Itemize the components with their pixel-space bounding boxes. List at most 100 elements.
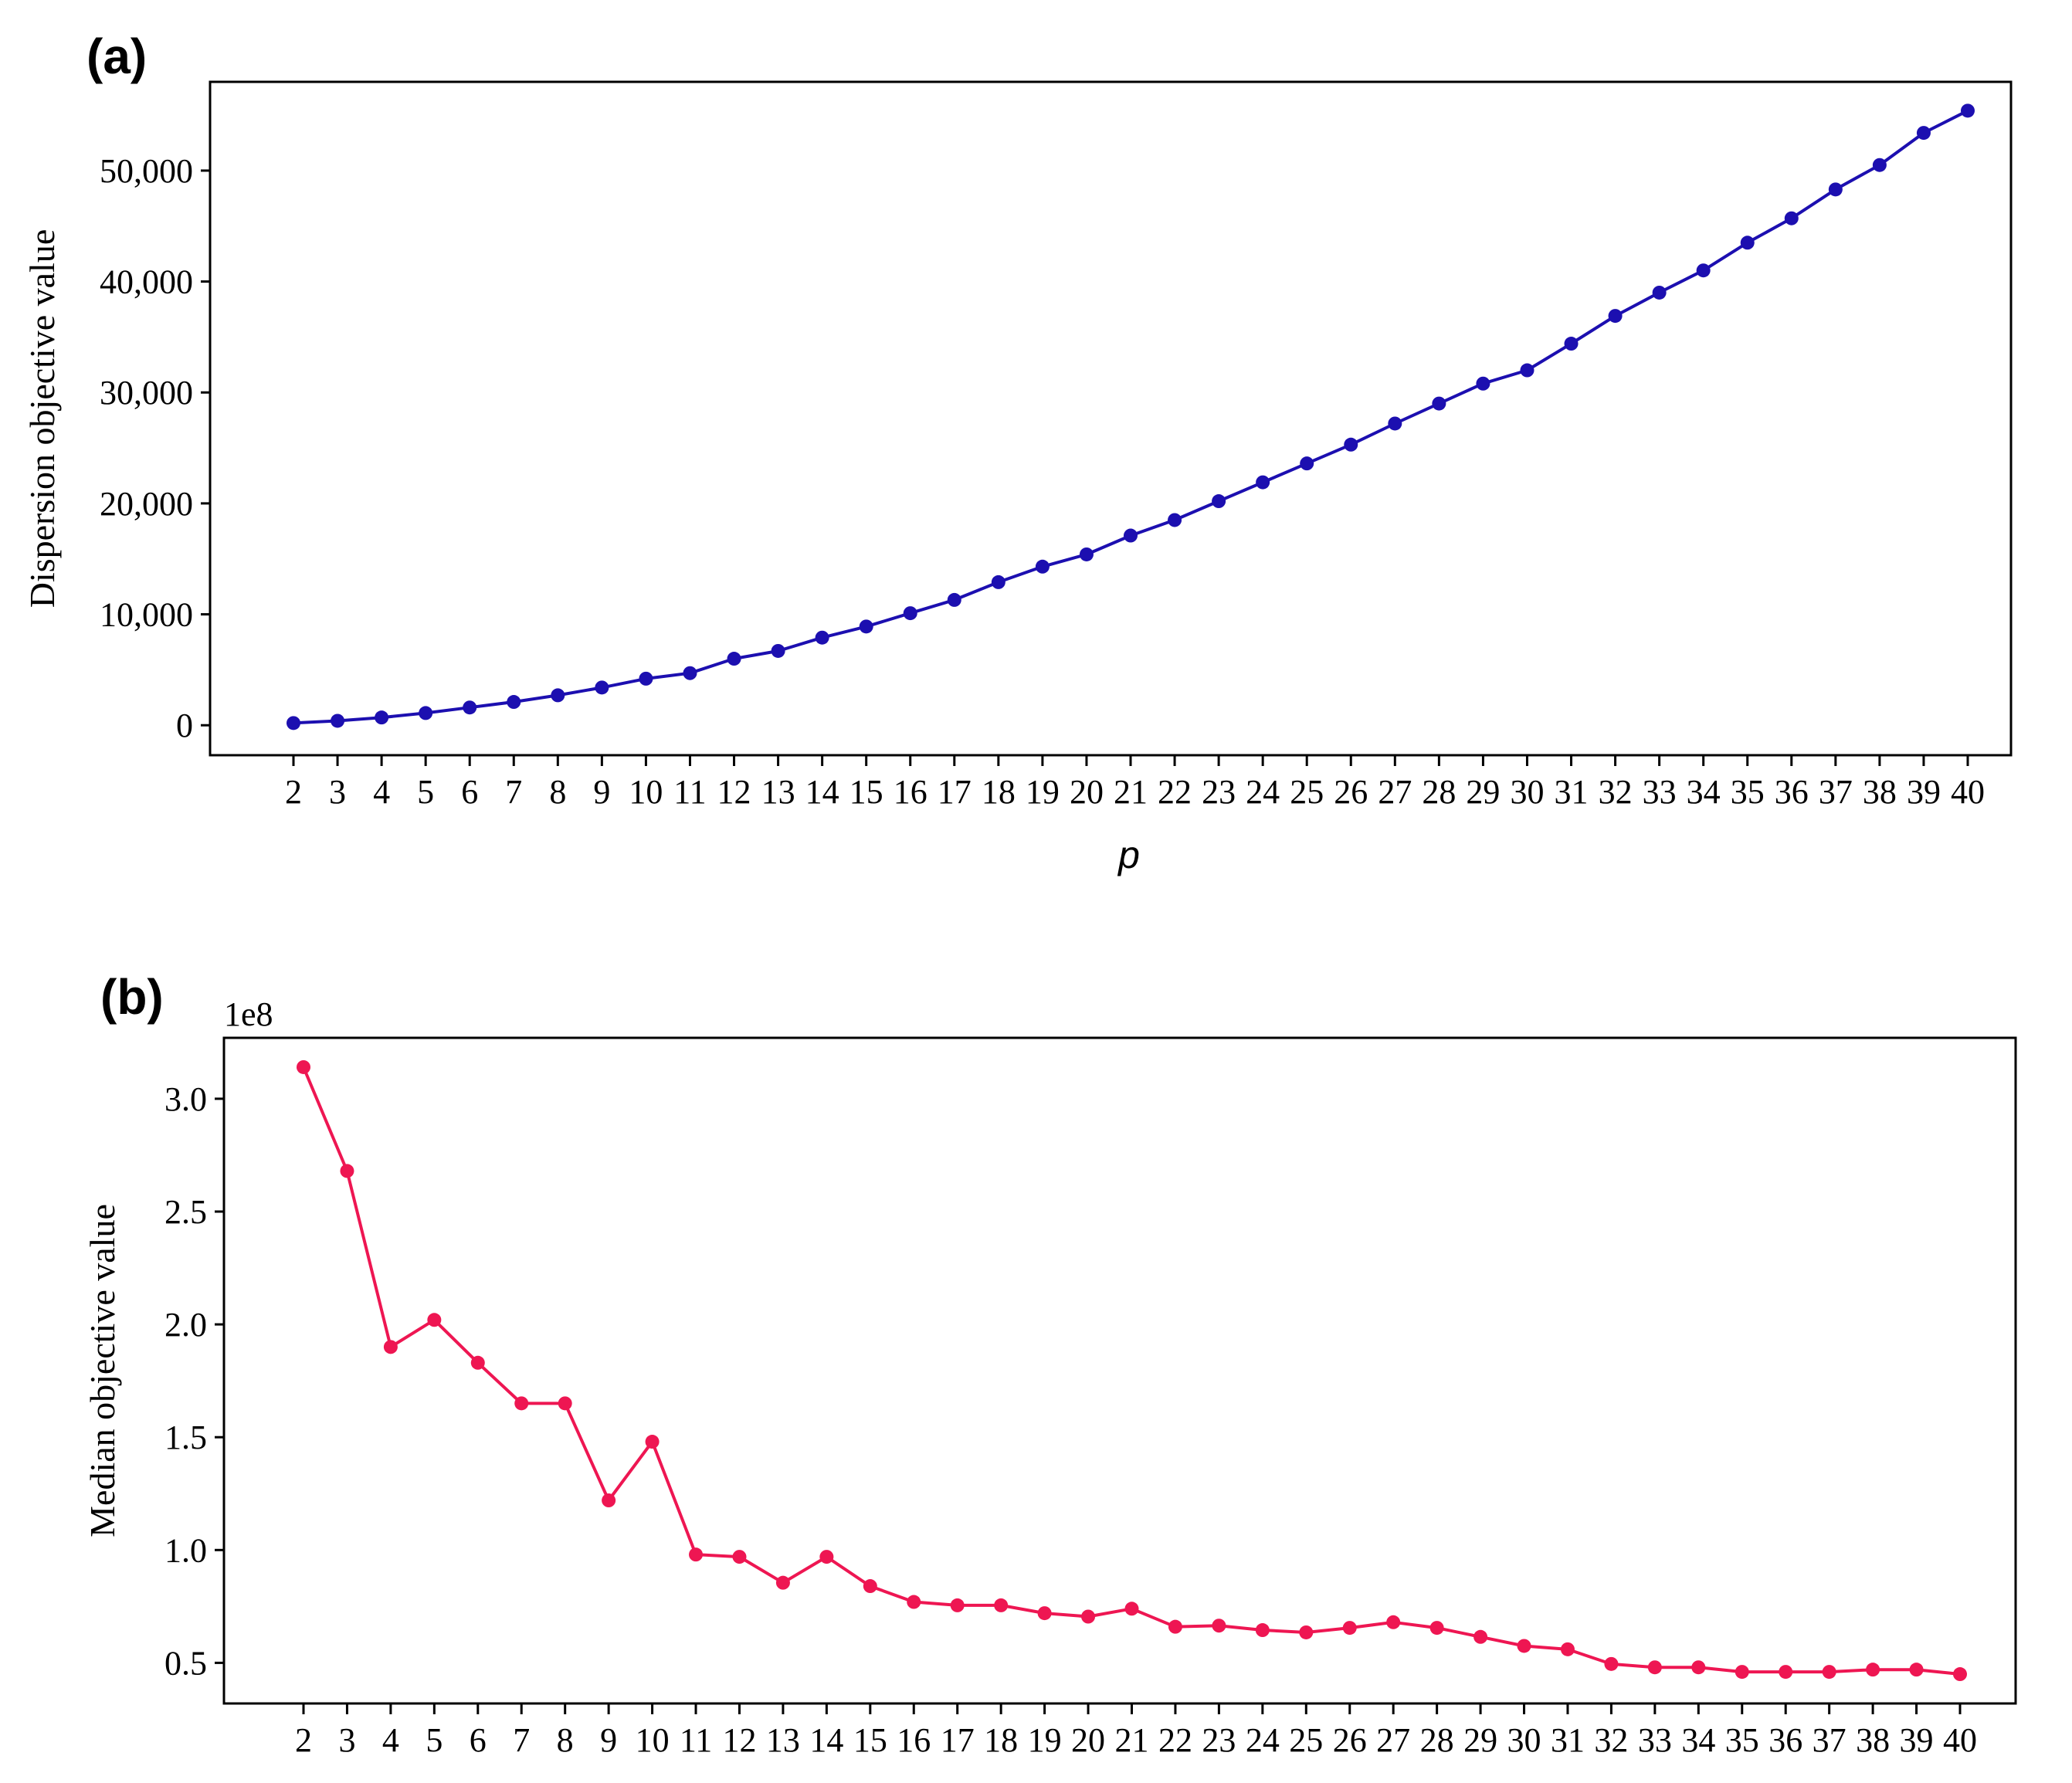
- panel-a-x-tick-label: 16: [894, 773, 927, 811]
- panel-b-x-tick-label: 16: [897, 1721, 931, 1759]
- panel-b-x-tick-label: 35: [1725, 1721, 1759, 1759]
- panel-b-x-tick-label: 32: [1594, 1721, 1628, 1759]
- panel-a-x-tick-label: 34: [1687, 773, 1721, 811]
- panel-a-x-tick-label: 12: [717, 773, 751, 811]
- panel-a-data-point: [1344, 437, 1358, 452]
- panel-a-data-point: [287, 716, 300, 730]
- panel-a-data-point: [1035, 559, 1050, 574]
- panel-a-data-point: [463, 700, 477, 715]
- panel-b-data-point: [819, 1550, 834, 1564]
- panel-b-data-point: [994, 1598, 1009, 1612]
- panel-b-y-axis: 0.5 1.0 1.5 2.0 2.5 3.0: [164, 1080, 224, 1682]
- panel-a-x-tick-label: 29: [1466, 773, 1500, 811]
- panel-b-y-tick-label: 1.0: [164, 1531, 207, 1569]
- panel-a-x-tick-label: 37: [1819, 773, 1853, 811]
- panel-a-data-point: [1608, 309, 1623, 324]
- panel-a-label: (a): [86, 29, 147, 84]
- panel-b-data-point: [1953, 1667, 1967, 1682]
- panel-b-data-point: [1691, 1660, 1706, 1675]
- panel-b-x-tick-label: 29: [1463, 1721, 1497, 1759]
- panel-a-data-point: [683, 666, 697, 680]
- panel-a-data-point: [1388, 416, 1402, 431]
- panel-a-data-point: [1212, 494, 1226, 509]
- panel-a-x-tick-label: 18: [982, 773, 1016, 811]
- panel-b-data-point: [1560, 1642, 1575, 1656]
- panel-a-x-tick-label: 19: [1026, 773, 1060, 811]
- panel-b-data-point: [775, 1575, 790, 1590]
- panel-a-data-point: [947, 592, 961, 607]
- panel-b-data-point: [1299, 1625, 1314, 1639]
- panel-a-x-tick-label: 24: [1246, 773, 1280, 811]
- panel-a-x-tick-label: 2: [285, 773, 302, 811]
- panel-a-y-tick-label: 10,000: [100, 596, 193, 634]
- panel-b-data-point: [470, 1355, 485, 1370]
- panel-a-x-tick-label: 35: [1731, 773, 1765, 811]
- panel-b-data-point: [383, 1340, 398, 1354]
- panel-a-data-point: [551, 688, 565, 703]
- panel-b-data-point: [907, 1595, 921, 1609]
- panel-b-x-tick-label: 33: [1638, 1721, 1672, 1759]
- panel-b-data-point: [1124, 1602, 1139, 1616]
- panel-a-x-tick-label: 31: [1555, 773, 1589, 811]
- panel-b-x-tick-label: 24: [1246, 1721, 1280, 1759]
- panel-a-y-tick-label: 40,000: [100, 263, 193, 301]
- panel-a-x-tick-label: 3: [329, 773, 346, 811]
- panel-a-data-point: [595, 680, 609, 695]
- panel-b-y-tick-label: 1.5: [164, 1419, 207, 1456]
- panel-a-x-tick-label: 30: [1510, 773, 1544, 811]
- panel-a-x-tick-label: 11: [673, 773, 706, 811]
- panel-a-x-tick-label: 23: [1202, 773, 1236, 811]
- panel-b-data-point: [689, 1547, 704, 1562]
- panel-a-series-line: [293, 109, 1969, 725]
- panel-a-data-point: [1124, 528, 1138, 543]
- panel-a-x-tick-label: 32: [1599, 773, 1633, 811]
- panel-a-x-tick-label: 27: [1378, 773, 1412, 811]
- panel-b-data-point: [1779, 1665, 1793, 1680]
- panel-b-x-tick-label: 31: [1551, 1721, 1585, 1759]
- panel-a-data-point: [1168, 513, 1182, 527]
- panel-a-x-tick-label: 36: [1775, 773, 1809, 811]
- panel-b-data-point: [1081, 1609, 1096, 1624]
- panel-b-data-point: [1822, 1665, 1836, 1680]
- panel-b-x-tick-label: 15: [853, 1721, 887, 1759]
- panel-b-data-point: [863, 1579, 877, 1594]
- panel-b-data-point: [950, 1598, 965, 1612]
- panel-b-x-tick-label: 19: [1028, 1721, 1062, 1759]
- panel-a-data-point: [1079, 547, 1094, 561]
- panel-b-data-point: [1866, 1663, 1880, 1677]
- panel-b-data-point: [1909, 1663, 1924, 1677]
- panel-a-y-axis: 0 10,000 20,000 30,000 40,000 50,000: [100, 152, 210, 744]
- panel-a-data-point: [1916, 126, 1931, 141]
- panel-b-y-axis-label: Median objective value: [83, 1204, 122, 1537]
- panel-a-data-point: [1520, 363, 1535, 378]
- panel-a-x-tick-label: 22: [1158, 773, 1192, 811]
- panel-b-y-tick-label: 0.5: [164, 1644, 207, 1682]
- panel-a-plot-frame: [209, 80, 2013, 757]
- panel-b-x-tick-label: 7: [513, 1721, 530, 1759]
- panel-a-data-point: [771, 643, 785, 658]
- panel-a-x-tick-label: 8: [549, 773, 566, 811]
- panel-b: (b) 1e8 0.51.01.52.02.53.0 2 3 4 5 6 7 8 9 10 11 1…: [83, 969, 2017, 1759]
- panel-b-data-point: [1168, 1619, 1182, 1634]
- panel-b-x-tick-label: 38: [1856, 1721, 1890, 1759]
- panel-a-x-tick-label: 14: [805, 773, 839, 811]
- panel-a-data-point: [1696, 263, 1711, 278]
- panel-a-data-point: [1300, 456, 1314, 471]
- panel-a-data-point: [991, 575, 1005, 589]
- panel-a-x-tick-label: 38: [1863, 773, 1897, 811]
- panel-a-data-point: [1476, 376, 1490, 391]
- panel-b-x-tick-label: 9: [600, 1721, 617, 1759]
- panel-a-x-tick-label: 25: [1290, 773, 1324, 811]
- panel-a-x-tick-label: 10: [629, 773, 663, 811]
- panel-b-y-offset-label: 1e8: [224, 995, 273, 1033]
- panel-a-y-axis-label: Dispersion objective value: [22, 229, 62, 608]
- panel-b-x-tick-label: 3: [338, 1721, 355, 1759]
- panel-a-data-point: [375, 710, 389, 725]
- panel-a-x-tick-label: 6: [461, 773, 478, 811]
- panel-a-data-point: [1784, 211, 1799, 225]
- panel-b-x-tick-label: 14: [809, 1721, 843, 1759]
- panel-a-data-point: [331, 714, 345, 728]
- panel-b-x-tick-label: 10: [636, 1721, 670, 1759]
- panel-a-x-tick-label: 4: [373, 773, 390, 811]
